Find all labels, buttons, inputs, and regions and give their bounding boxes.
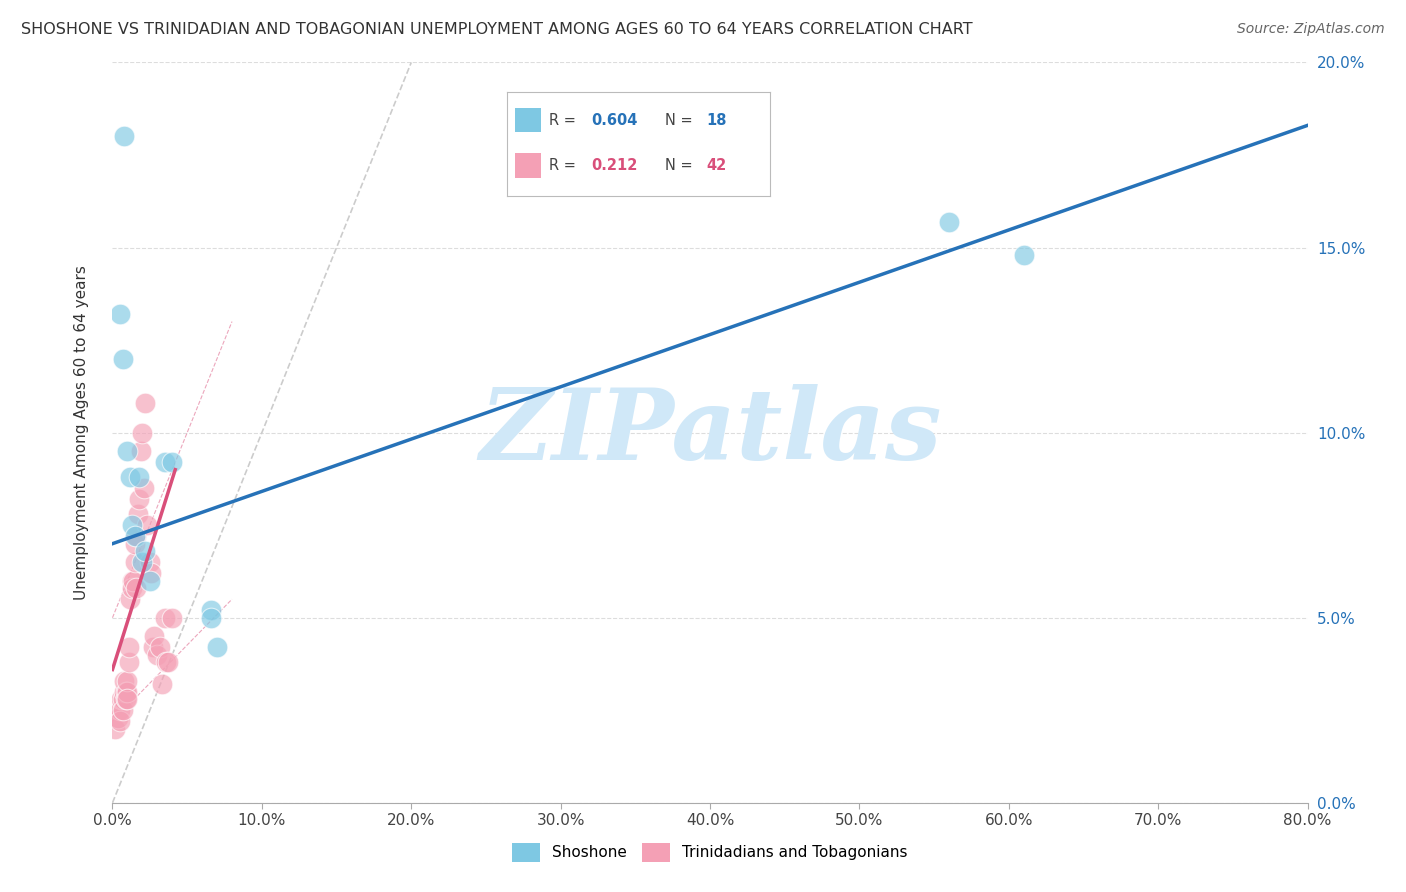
Point [134,396,156,410]
Point [120,470,142,484]
Point [200,610,222,624]
Point [115,692,138,706]
Point [117,673,139,688]
Point [118,640,141,655]
Point [156,655,179,669]
Point [131,425,153,440]
Point [127,507,149,521]
Point [150,677,173,691]
Point [125,529,148,543]
Point [124,536,146,550]
Point [135,518,157,533]
Point [131,555,153,569]
Point [114,673,135,688]
Point [146,648,169,662]
Point [108,714,131,729]
Point [143,629,166,643]
Point [134,544,156,558]
Point [139,555,162,569]
Point [111,351,134,366]
Point [122,574,145,588]
Legend: Shoshone, Trinidadians and Tobagonians: Shoshone, Trinidadians and Tobagonians [505,835,915,869]
Point [117,444,139,458]
Point [121,518,143,533]
Point [141,566,163,581]
Point [162,610,183,624]
Point [108,703,131,717]
Point [129,444,152,458]
Point [938,214,960,228]
Point [153,610,176,624]
Text: ZIPatlas: ZIPatlas [479,384,941,481]
Point [121,574,143,588]
Point [125,581,148,595]
Point [200,603,222,617]
Point [124,555,146,569]
Point [111,692,134,706]
Point [107,711,129,725]
Text: Source: ZipAtlas.com: Source: ZipAtlas.com [1237,22,1385,37]
Point [110,692,132,706]
Point [120,592,142,607]
Point [1012,248,1035,262]
Point [162,455,183,469]
Point [104,722,127,736]
Point [117,685,139,699]
Point [139,574,162,588]
Point [121,581,143,595]
Point [132,481,155,495]
Point [128,492,150,507]
Point [142,640,165,655]
Y-axis label: Unemployment Among Ages 60 to 64 years: Unemployment Among Ages 60 to 64 years [75,265,89,600]
Point [205,640,228,655]
Point [111,703,134,717]
Point [108,307,131,321]
Point [115,685,138,699]
Point [153,455,176,469]
Point [128,470,150,484]
Point [117,692,139,706]
Point [155,655,177,669]
Point [124,529,146,543]
Point [149,640,172,655]
Point [114,685,135,699]
Point [114,129,135,144]
Point [118,655,141,669]
Text: SHOSHONE VS TRINIDADIAN AND TOBAGONIAN UNEMPLOYMENT AMONG AGES 60 TO 64 YEARS CO: SHOSHONE VS TRINIDADIAN AND TOBAGONIAN U… [21,22,973,37]
